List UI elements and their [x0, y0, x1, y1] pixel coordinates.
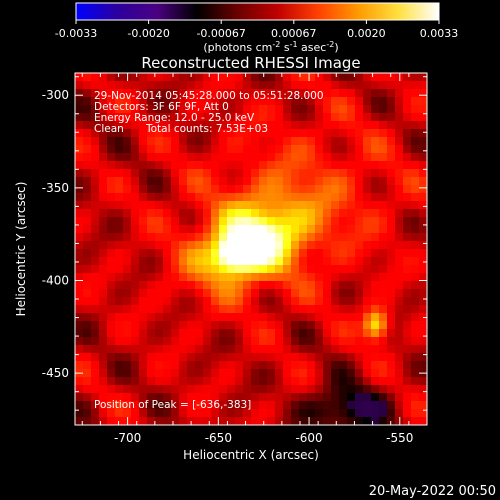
- y-axis-label: Heliocentric Y (arcsec): [14, 182, 28, 317]
- counts-annotation: Total counts: 7.53E+03: [145, 123, 268, 135]
- time-range-annotation: 29-Nov-2014 05:45:28.000 to 05:51:28.000: [94, 90, 324, 102]
- plot-frame: [74, 72, 428, 426]
- heatmap-cells: [75, 73, 427, 425]
- colorbar-unit-label: (photons cm-2 s-1 asec-2): [203, 40, 338, 54]
- x-tick-label: -550: [386, 431, 413, 445]
- method-annotation: Clean: [94, 123, 124, 135]
- x-tick-label: -700: [114, 431, 141, 445]
- energy-annotation: Energy Range: 12.0 - 25.0 keV: [94, 112, 255, 124]
- axes: -700 -650 -600 -550 -300 -350 -400 -450: [42, 73, 428, 445]
- colorbar-tick-label: -0.0020: [127, 27, 169, 40]
- y-tick-label: -350: [42, 181, 69, 195]
- colorbar-tick-label: 0.0033: [420, 27, 459, 40]
- y-tick-label: -300: [42, 88, 69, 102]
- y-tick-label: -450: [42, 366, 69, 380]
- peak-position-annotation: Position of Peak = [-636,-383]: [94, 399, 251, 411]
- colorbar-tick-label: -0.00067: [196, 27, 245, 40]
- chart-title: Reconstructed RHESSI Image: [141, 54, 360, 72]
- y-tick-label: -400: [42, 273, 69, 287]
- colorbar-tick-label: -0.0033: [55, 27, 97, 40]
- colorbar-tick-label: 0.0020: [347, 27, 386, 40]
- x-axis-label: Heliocentric X (arcsec): [183, 448, 319, 462]
- generation-date: 20-May-2022 00:50: [369, 484, 496, 499]
- colorbar-ticks: -0.0033 -0.0020 -0.00067 0.00067 0.0020 0.003…: [55, 20, 458, 40]
- colorbar: [75, 2, 440, 21]
- colorbar-tick-label: 0.00067: [271, 27, 317, 40]
- x-tick-label: -650: [205, 431, 232, 445]
- detectors-annotation: Detectors: 3F 6F 9F, Att 0: [94, 101, 229, 113]
- x-tick-label: -600: [295, 431, 322, 445]
